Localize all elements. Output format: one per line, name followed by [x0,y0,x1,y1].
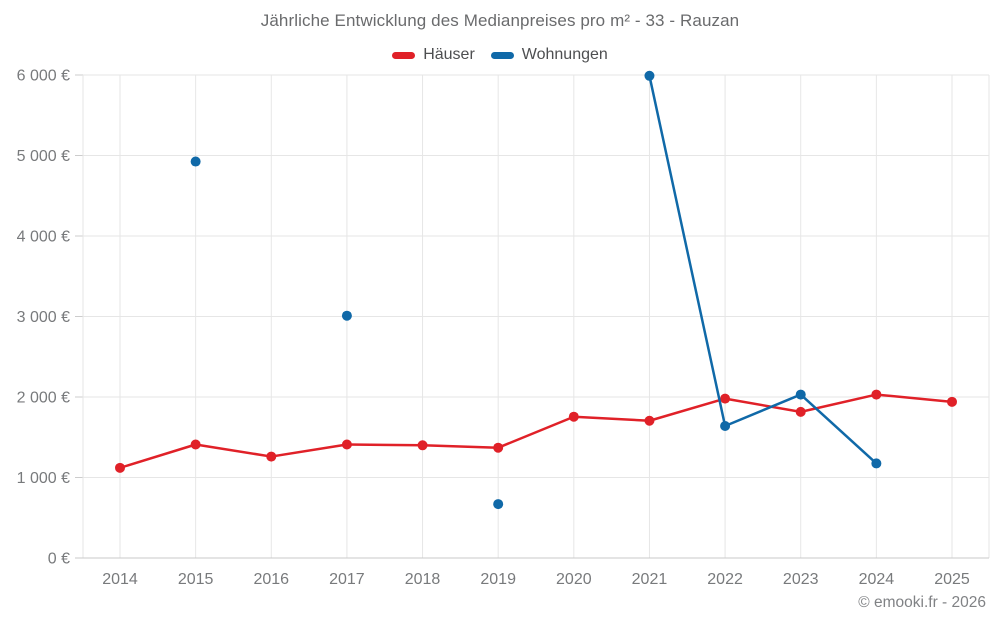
x-axis-label: 2014 [102,571,138,588]
haeuser-line-segment [799,393,878,414]
wohnungen-data-point[interactable] [720,420,731,431]
chart-legend: Häuser Wohnungen [0,46,1000,64]
haeuser-line-segment [194,443,273,458]
x-axis-label: 2020 [556,571,592,588]
x-axis-label: 2019 [480,571,516,588]
y-axis-label: 1 000 € [17,470,70,487]
haeuser-data-point[interactable] [644,415,655,426]
haeuser-line-segment [875,393,954,404]
haeuser-data-point[interactable] [493,442,504,453]
y-axis-label: 5 000 € [17,148,70,165]
wohnungen-data-point[interactable] [644,70,655,81]
x-axis-label: 2025 [934,571,970,588]
haeuser-data-point[interactable] [871,389,882,400]
haeuser-line-segment [496,415,576,449]
wohnungen-data-point[interactable] [795,389,806,400]
haeuser-data-point[interactable] [795,406,806,417]
haeuser-line-segment [723,397,802,414]
x-axis-label: 2017 [329,571,365,588]
x-axis-label: 2024 [859,571,895,588]
wohnungen-data-point[interactable] [341,310,352,321]
haeuser-data-point[interactable] [266,451,277,462]
haeuser-data-point[interactable] [341,439,352,450]
haeuser-series-swatch [392,51,416,59]
legend-label-haeuser: Häuser [423,46,475,63]
haeuser-data-point[interactable] [115,462,125,473]
y-axis-label: 4 000 € [17,229,70,246]
footer-credit: © emooki.fr - 2026 [858,594,986,611]
wohnungen-data-point[interactable] [871,458,882,469]
haeuser-line-segment [421,444,500,449]
haeuser-line-segment [345,443,424,447]
haeuser-line-segment [118,443,197,470]
wohnungen-line-segment [799,393,878,465]
wohnungen-line-segment [723,393,802,428]
y-axis-label: 0 € [48,551,70,568]
haeuser-line-segment [270,443,349,458]
x-axis-label: 2016 [253,571,289,588]
y-axis-label: 6 000 € [17,68,70,85]
y-axis-label: 2 000 € [17,390,70,407]
legend-label-wohnungen: Wohnungen [521,46,608,63]
x-axis-label: 2021 [632,571,668,588]
haeuser-data-point[interactable] [190,439,201,450]
haeuser-line-segment [572,415,651,422]
wohnungen-series-swatch [490,51,514,59]
x-axis-label: 2023 [783,571,819,588]
x-axis-label: 2022 [707,571,743,588]
haeuser-data-point[interactable] [568,411,579,422]
haeuser-line-segment [648,397,727,422]
haeuser-data-point[interactable] [720,393,731,404]
y-axis-label: 3 000 € [17,309,70,326]
wohnungen-line-segment [648,74,727,428]
legend-item-wohnungen[interactable]: Wohnungen [490,46,608,64]
haeuser-data-point[interactable] [947,396,957,407]
wohnungen-data-point[interactable] [493,499,504,510]
x-axis-label: 2018 [405,571,441,588]
haeuser-data-point[interactable] [417,440,428,451]
wohnungen-data-point[interactable] [190,156,201,167]
chart-title: Jährliche Entwicklung des Medianpreises … [260,11,740,30]
x-axis-label: 2015 [178,571,214,588]
legend-item-haeuser[interactable]: Häuser [392,46,475,64]
